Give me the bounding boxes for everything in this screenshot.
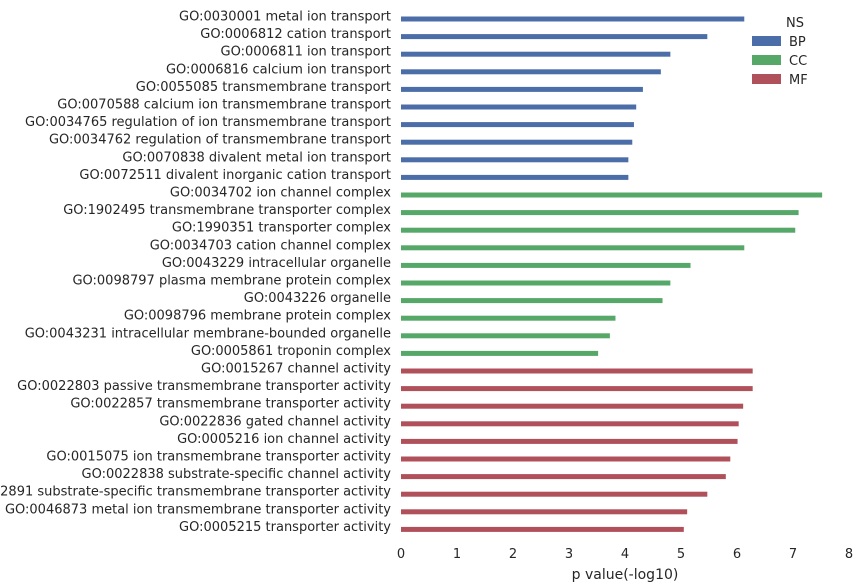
legend-swatch-bp [752,36,781,46]
x-tick-label: 1 [453,547,461,562]
legend-title: NS [786,16,804,31]
bar-mf [401,438,738,444]
category-label: GO:0006811 ion transport [221,45,392,60]
category-label: GO:0022891 substrate-specific transmembr… [0,485,391,500]
bar-mf [401,386,753,392]
bar-mf [401,403,744,409]
category-label: GO:0005861 troponin complex [191,344,391,359]
bar-mf [401,526,684,532]
category-labels-group: GO:0030001 metal ion transport GO:0006812… [0,10,391,535]
bar-mf [401,368,753,374]
bar-bp [401,51,671,57]
legend-label-mf: MF [789,73,808,88]
category-label: GO:0022803 passive transmembrane transpo… [17,379,391,394]
bar-cc [401,192,823,198]
bar-mf [401,491,708,497]
category-label: GO:0006816 calcium ion transport [166,62,391,77]
bar-mf [401,421,739,427]
bar-bp [401,174,629,180]
bar-cc [401,227,796,233]
x-tick-label: 7 [789,547,797,562]
category-label: GO:0098797 plasma membrane protein compl… [72,274,391,289]
x-tick-labels-group: 0 1 2 3 4 5 6 7 8 [397,547,853,562]
bar-mf [401,456,731,462]
category-label: GO:0022838 substrate-specific channel ac… [82,467,392,482]
category-label: GO:1902495 transmembrane transporter com… [63,203,391,218]
category-label: GO:0043229 intracellular organelle [162,256,391,271]
bar-bp [401,34,708,40]
category-label: GO:0006812 cation transport [200,27,391,42]
category-label: GO:0055085 transmembrane transport [136,80,391,95]
bar-cc [401,245,745,251]
bar-bp [401,104,637,110]
category-label: GO:0046873 metal ion transmembrane trans… [5,502,391,517]
x-tick-label: 3 [565,547,573,562]
x-tick-label: 4 [621,547,629,562]
bar-cc [401,298,663,304]
category-label: GO:0005216 ion channel activity [177,432,391,447]
x-axis-label: p value(-log10) [572,567,679,583]
legend: NS BP CC MF [752,16,808,88]
category-label: GO:0015267 channel activity [201,362,391,377]
bar-cc [401,350,599,356]
x-tick-label: 0 [397,547,405,562]
bar-cc [401,210,799,216]
legend-label-bp: BP [789,35,806,50]
category-label: GO:0070588 calcium ion transmembrane tra… [57,98,391,113]
bar-cc [401,315,616,321]
bars-group [401,16,823,532]
bar-bp [401,16,745,22]
x-tick-label: 6 [733,547,741,562]
x-tick-label: 5 [677,547,685,562]
category-label: GO:0034702 ion channel complex [170,186,391,201]
bar-bp [401,139,633,145]
bar-mf [401,509,688,515]
legend-label-cc: CC [789,54,807,69]
bar-cc [401,333,610,339]
category-label: GO:0005215 transporter activity [179,520,391,535]
x-tick-label: 8 [845,547,853,562]
x-tick-label: 2 [509,547,517,562]
bar-cc [401,262,691,268]
category-label: GO:0022836 gated channel activity [159,414,391,429]
category-label: GO:0030001 metal ion transport [179,10,391,25]
category-label: GO:0043231 intracellular membrane-bounde… [25,326,391,341]
category-label: GO:0022857 transmembrane transporter act… [70,397,391,412]
category-label: GO:0072511 divalent inorganic cation tra… [79,168,391,183]
category-label: GO:0015075 ion transmembrane transporter… [46,450,391,465]
bar-bp [401,157,629,163]
category-label: GO:0034765 regulation of ion transmembra… [25,115,391,130]
bar-bp [401,86,643,92]
category-label: GO:0098796 membrane protein complex [124,309,391,324]
bar-bp [401,69,661,75]
bar-mf [401,474,726,480]
category-label: GO:0043226 organelle [244,291,391,306]
legend-swatch-mf [752,74,781,84]
legend-swatch-cc [752,55,781,65]
category-label: GO:0070838 divalent metal ion transport [122,150,391,165]
category-label: GO:0034762 regulation of transmembrane t… [49,133,391,148]
category-label: GO:0034703 cation channel complex [150,238,392,253]
bar-cc [401,280,671,286]
category-label: GO:1990351 transporter complex [172,221,391,236]
bar-bp [401,122,634,128]
